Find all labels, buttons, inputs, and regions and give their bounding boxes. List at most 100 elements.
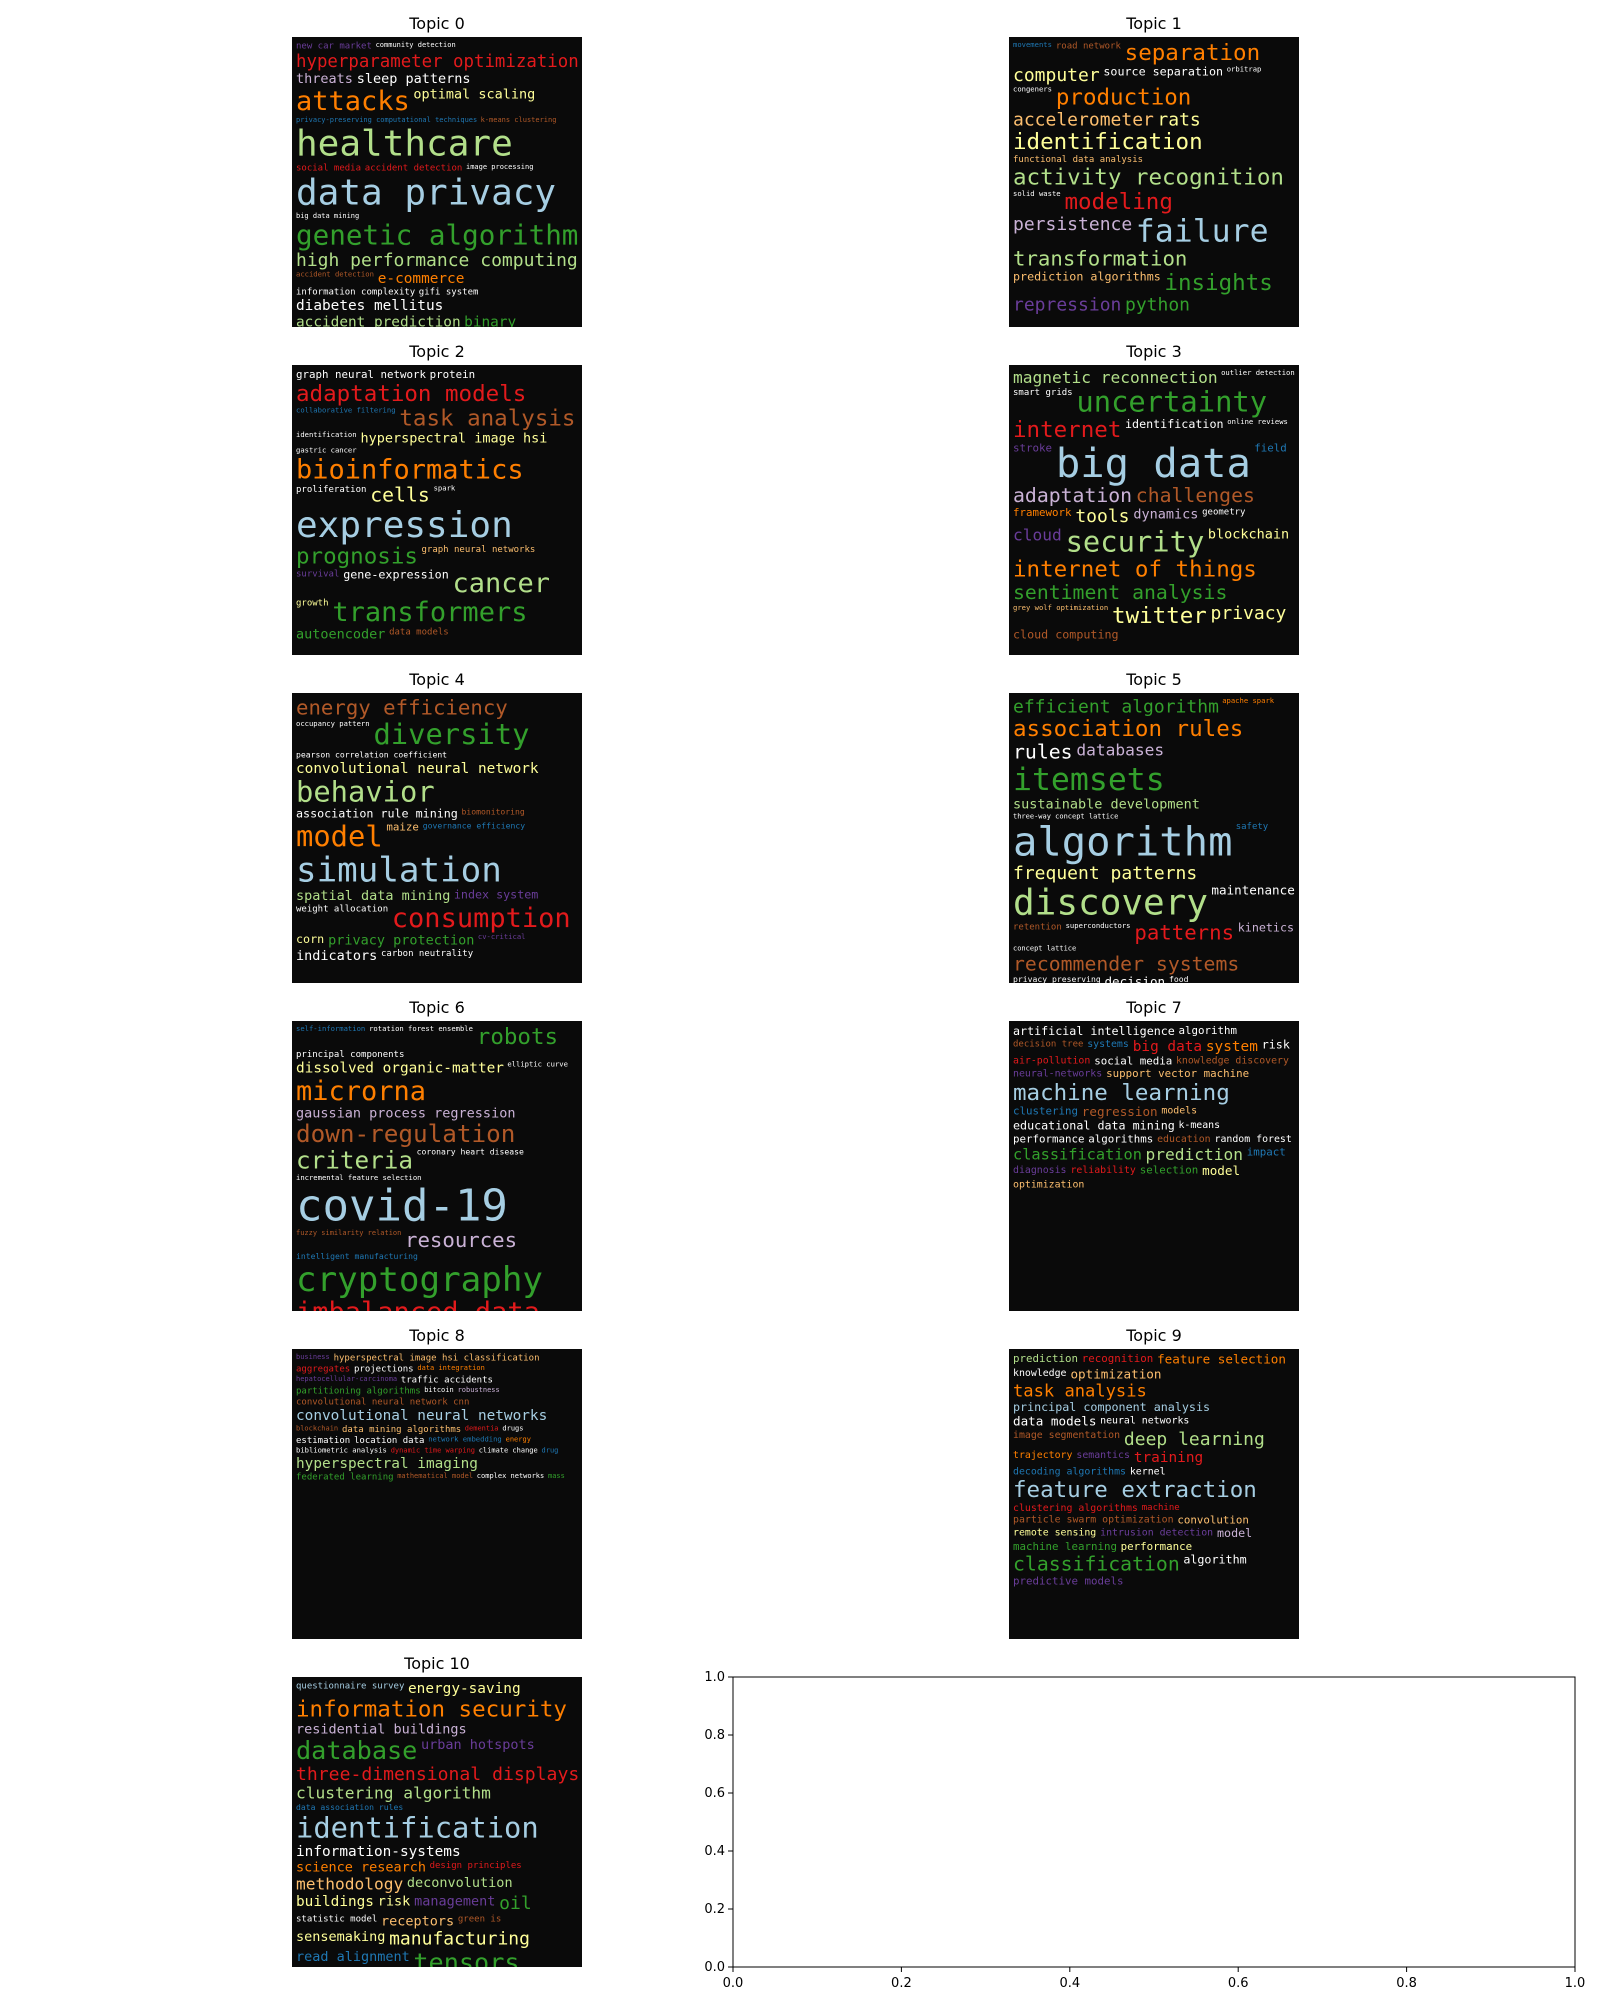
- wordcloud-word: data association rules: [296, 1802, 403, 1812]
- wordcloud-word: mathematical model: [397, 1472, 473, 1480]
- panel-title: Topic 9: [1125, 1326, 1182, 1345]
- wordcloud-word: cells: [370, 483, 430, 506]
- panel-title: Topic 8: [408, 1326, 465, 1345]
- wordcloud-word: corn: [296, 932, 324, 946]
- wordcloud-word: information-systems: [296, 1844, 461, 1860]
- wordcloud-word: robustness: [458, 1386, 500, 1394]
- wordcloud-word: three-dimensional displays: [296, 1764, 579, 1785]
- wordcloud-words: prediction recognition feature selection kn…: [1013, 1352, 1286, 1588]
- wordcloud-word: privacy preserving: [1013, 974, 1101, 984]
- wordcloud-word: internet: [1013, 417, 1121, 443]
- x-tick-label: 1.0: [1565, 1976, 1586, 1991]
- panel-title: Topic 6: [408, 998, 465, 1017]
- wordcloud-word: insights: [1164, 270, 1272, 296]
- wordcloud-word: dynamics: [1133, 506, 1198, 522]
- wordcloud-word: task analysis: [399, 405, 575, 431]
- wordcloud-word: big data: [1056, 439, 1251, 487]
- wordcloud-word: consumption: [392, 903, 571, 934]
- wordcloud-word: bibliometric analysis: [296, 1446, 387, 1455]
- topic-panel-5: Topic 5 efficient algorithm apache spark as…: [1009, 670, 1299, 984]
- wordcloud-word: bioinformatics: [296, 454, 524, 485]
- wordcloud-word: hyperparameter optimization: [296, 52, 579, 72]
- wordcloud-word: privacy-preserving computational techniq…: [296, 116, 477, 124]
- wordcloud-word: privacy: [1211, 603, 1287, 624]
- y-tick-label: 1.0: [704, 1670, 725, 1685]
- wordcloud-word: partitioning algorithms: [296, 1387, 421, 1397]
- wordcloud-word: expression: [296, 505, 513, 546]
- topic-panel-0: Topic 0 new car market community detection…: [292, 14, 582, 327]
- wordcloud-word: concept lattice: [1013, 944, 1076, 952]
- wordcloud-word: cloud computing: [1013, 627, 1119, 641]
- panel-title: Topic 1: [1125, 14, 1182, 33]
- y-tick-label: 0.8: [704, 1728, 725, 1743]
- wordcloud-word: healthcare: [296, 124, 513, 165]
- wordcloud-word: graph neural network: [296, 368, 427, 381]
- wordcloud-word: itemsets: [1013, 762, 1165, 798]
- wordcloud-background: [1009, 1349, 1299, 1639]
- wordcloud-word: protein: [430, 368, 476, 381]
- wordcloud-word: rats: [1157, 109, 1200, 130]
- wordcloud-word: cloud: [1013, 526, 1062, 545]
- wordcloud-word: algorithm: [1013, 818, 1232, 866]
- wordcloud-word: fuzzy similarity relation: [296, 1229, 401, 1237]
- wordcloud-word: neural networks: [1100, 1415, 1189, 1426]
- wordcloud-word: selection: [1140, 1164, 1199, 1177]
- wordcloud-word: identification: [1013, 129, 1203, 155]
- wordcloud-background: [1009, 1021, 1299, 1311]
- panels: Topic 0 new car market community detection…: [292, 14, 1586, 1991]
- wordcloud-word: classification: [1013, 1552, 1180, 1575]
- wordcloud-word: behavior: [296, 774, 435, 808]
- wordcloud-word: prediction algorithms: [1013, 270, 1161, 284]
- wordcloud-word: repression: [1013, 295, 1121, 316]
- wordcloud-word: management: [414, 1893, 495, 1909]
- x-tick-label: 0.6: [1228, 1976, 1249, 1991]
- wordcloud-word: imbalanced data: [296, 1297, 540, 1328]
- wordcloud-word: training: [1134, 1450, 1203, 1466]
- wordcloud-word: failure: [1136, 213, 1269, 249]
- wordcloud-word: energy: [506, 1435, 531, 1443]
- wordcloud-word: models: [1161, 1106, 1197, 1117]
- wordcloud-word: outlier detection: [1221, 368, 1295, 377]
- wordcloud-background: [292, 1021, 582, 1311]
- wordcloud-word: patterns: [1134, 920, 1234, 944]
- wordcloud-word: principal component analysis: [1013, 1400, 1210, 1414]
- wordcloud-word: source separation: [1103, 64, 1223, 78]
- wordcloud-word: security: [1066, 524, 1205, 558]
- wordcloud-words: new car market community detection hyperpa…: [296, 41, 579, 327]
- wordcloud-word: residential buildings: [296, 1721, 467, 1737]
- wordcloud-word: discovery: [1013, 882, 1208, 923]
- wordcloud-word: recognition: [1082, 1352, 1154, 1365]
- wordcloud-word: identification: [1125, 417, 1224, 431]
- wordcloud-word: data models: [1013, 1414, 1096, 1429]
- wordcloud-word: hyperspectral image hsi: [360, 430, 547, 446]
- wordcloud-word: privacy protection: [328, 932, 474, 948]
- wordcloud-word: challenges: [1136, 484, 1255, 507]
- wordcloud-word: bitcoin: [424, 1386, 454, 1394]
- wordcloud-word: autoencoder: [296, 626, 385, 642]
- topic-panel-10: Topic 10 questionnaire survey energy-savin…: [292, 1654, 582, 1967]
- wordcloud-word: cv-critical: [478, 932, 526, 941]
- wordcloud-word: gifi system: [419, 288, 479, 298]
- panel-title: Topic 3: [1125, 342, 1182, 361]
- wordcloud-word: prognosis: [296, 543, 418, 569]
- wordcloud-word: big data: [1133, 1039, 1202, 1055]
- wordcloud-word: growth: [296, 598, 329, 608]
- wordcloud-word: proliferation: [296, 485, 366, 495]
- wordcloud-word: prediction: [1013, 1352, 1078, 1365]
- wordcloud-word: diagnosis: [1013, 1165, 1067, 1176]
- wordcloud-words: efficient algorithm apache spark associati…: [1013, 696, 1295, 984]
- wordcloud-word: intelligent manufacturing: [296, 1251, 418, 1261]
- wordcloud-word: clustering algorithm: [296, 1783, 491, 1802]
- wordcloud-word: estimation: [296, 1436, 350, 1446]
- wordcloud-word: diabetes mellitus: [296, 298, 443, 314]
- wordcloud-word: network embedding: [428, 1435, 502, 1444]
- wordcloud-word: gene-expression: [343, 568, 449, 582]
- wordcloud-word: orbitrap: [1227, 65, 1262, 74]
- wordcloud-word: criteria: [296, 1145, 413, 1174]
- wordcloud-word: intrusion detection: [1100, 1528, 1213, 1539]
- topic-panel-8: Topic 8 business hyperspectral image hsi c…: [292, 1326, 582, 1639]
- wordcloud-word: social media: [1094, 1054, 1172, 1067]
- wordcloud-background: [1009, 37, 1299, 327]
